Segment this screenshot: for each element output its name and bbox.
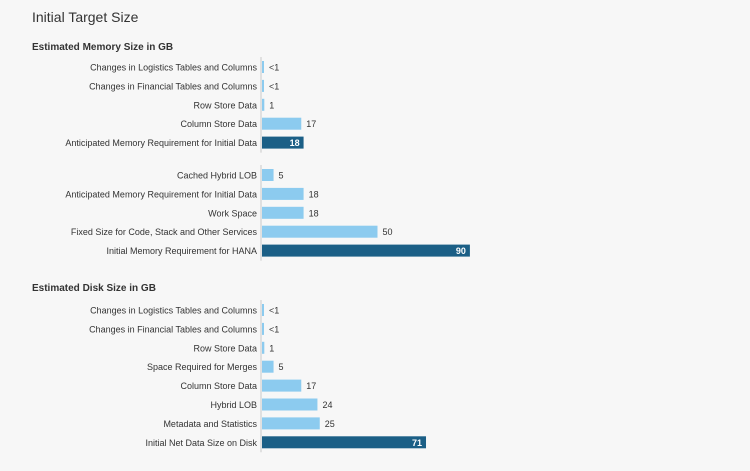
- bar: [262, 79, 264, 92]
- category-label: Initial Net Data Size on Disk: [145, 438, 257, 448]
- bar: [262, 169, 274, 181]
- value-label: 18: [309, 208, 319, 218]
- value-label: <1: [269, 81, 279, 91]
- category-label: Changes in Financial Tables and Columns: [89, 324, 257, 334]
- category-label: Cached Hybrid LOB: [177, 171, 257, 181]
- value-label: 17: [306, 119, 316, 129]
- category-label: Changes in Logistics Tables and Columns: [90, 63, 257, 73]
- value-label: 24: [322, 400, 332, 410]
- value-label: 90: [456, 246, 466, 256]
- bar: [262, 304, 264, 316]
- bar: [262, 206, 304, 219]
- bar: [262, 379, 302, 392]
- category-label: Work Space: [208, 208, 257, 218]
- value-label: <1: [269, 324, 279, 334]
- bar: [262, 98, 265, 111]
- disk-section-title: Estimated Disk Size in GB: [32, 283, 156, 294]
- bar: [262, 341, 265, 354]
- category-label: Column Store Data: [180, 119, 257, 129]
- memory-section-title: Estimated Memory Size in GB: [32, 42, 174, 53]
- category-label: Initial Memory Requirement for HANA: [106, 246, 257, 256]
- category-label: Space Required for Merges: [147, 362, 258, 372]
- bar: [262, 360, 274, 373]
- bar: [262, 244, 470, 257]
- category-label: Fixed Size for Code, Stack and Other Ser…: [71, 227, 258, 237]
- bar: [262, 225, 378, 238]
- bar: [262, 136, 304, 149]
- value-label: 71: [412, 438, 422, 448]
- bar: [262, 398, 318, 411]
- category-label: Changes in Logistics Tables and Columns: [90, 306, 257, 316]
- value-label: <1: [269, 306, 279, 316]
- bar: [262, 187, 304, 200]
- category-label: Changes in Financial Tables and Columns: [89, 81, 257, 91]
- value-label: 5: [279, 362, 284, 372]
- category-label: Anticipated Memory Requirement for Initi…: [65, 138, 257, 148]
- category-label: Row Store Data: [193, 343, 257, 353]
- value-label: 1: [269, 100, 274, 110]
- value-label: <1: [269, 63, 279, 73]
- bar: [262, 322, 264, 335]
- category-label: Metadata and Statistics: [163, 419, 257, 429]
- value-label: 5: [279, 171, 284, 181]
- bar: [262, 61, 264, 73]
- bar: [262, 417, 320, 430]
- value-label: 25: [325, 419, 335, 429]
- category-label: Hybrid LOB: [210, 400, 257, 410]
- value-label: 1: [269, 343, 274, 353]
- bar: [262, 436, 427, 449]
- value-label: 17: [306, 381, 316, 391]
- value-label: 50: [383, 227, 393, 237]
- page-title: Initial Target Size: [32, 9, 139, 25]
- value-label: 18: [309, 189, 319, 199]
- category-label: Column Store Data: [180, 381, 257, 391]
- category-label: Row Store Data: [193, 100, 257, 110]
- category-label: Anticipated Memory Requirement for Initi…: [65, 189, 257, 199]
- bar: [262, 117, 302, 130]
- value-label: 18: [290, 138, 300, 148]
